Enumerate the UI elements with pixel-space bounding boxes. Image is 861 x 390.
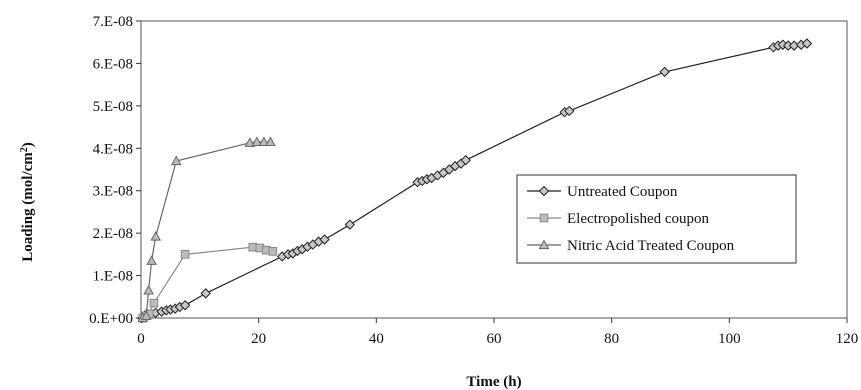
- data-point: [268, 247, 278, 256]
- data-point: [146, 255, 157, 265]
- data-point: [179, 300, 191, 311]
- y-axis-title-tail: ): [20, 142, 36, 147]
- data-point: [344, 219, 356, 230]
- x-tick-label: 20: [251, 331, 266, 347]
- y-axis: 0.E+00 1.E-08 2.E-08 3.E-08 4.E-08 5.E-08 6.E-…: [89, 14, 141, 327]
- legend-marker: [538, 185, 550, 197]
- legend-box: [516, 174, 797, 264]
- data-point: [265, 136, 276, 147]
- data-point: [180, 250, 190, 259]
- data-point: [200, 288, 211, 299]
- data-point: [140, 310, 152, 320]
- data-point: [460, 154, 471, 166]
- data-point: [149, 298, 159, 308]
- legend-label: Nitric Acid Treated Coupon: [567, 238, 735, 254]
- legend-label: Untreated Coupon: [567, 184, 678, 200]
- x-tick-label: 60: [487, 331, 502, 347]
- x-tick-label: 0: [137, 331, 145, 347]
- y-tick-label: 2.E-08: [93, 226, 133, 242]
- data-point: [564, 105, 575, 117]
- data-point: [801, 38, 813, 49]
- legend-marker: [539, 213, 549, 223]
- y-tick-label: 6.E-08: [93, 56, 133, 72]
- y-tick-label: 4.E-08: [93, 141, 133, 157]
- series-layer: [136, 38, 813, 324]
- x-axis-title: Time (h): [466, 374, 521, 390]
- series-3: [137, 136, 276, 323]
- y-tick-label: 5.E-08: [93, 99, 133, 115]
- data-point: [319, 234, 330, 245]
- data-point: [248, 242, 258, 252]
- data-point: [251, 136, 263, 147]
- y-axis-title-text: Loading (mol/cm: [20, 152, 36, 262]
- data-point: [659, 66, 670, 78]
- y-axis-title: Loading (mol/cm2): [19, 142, 37, 262]
- y-tick-label: 1.E-08: [93, 269, 133, 285]
- data-point: [143, 284, 154, 295]
- data-point: [150, 231, 162, 241]
- y-tick-label: 7.E-08: [93, 14, 133, 30]
- series-line: [142, 141, 271, 319]
- data-point: [244, 137, 256, 147]
- x-tick-label: 40: [369, 331, 384, 347]
- legend-entry: Nitric Acid Treated Coupon: [527, 238, 735, 254]
- legend-entry: Untreated Coupon: [527, 184, 678, 200]
- legend-marker: [538, 239, 550, 250]
- data-point: [170, 155, 182, 166]
- y-tick-label: 3.E-08: [93, 184, 133, 200]
- x-axis: 0 20 40 60 80 100 120: [137, 318, 858, 347]
- legend: Untreated Coupon Electropolished coupon Ni…: [516, 174, 797, 264]
- x-tick-label: 120: [836, 331, 859, 347]
- x-tick-label: 80: [604, 331, 619, 347]
- y-tick-label: 0.E+00: [89, 311, 133, 327]
- data-point: [258, 136, 270, 147]
- legend-entry: Electropolished coupon: [527, 211, 710, 227]
- y-axis-title-sup: 2: [19, 147, 30, 152]
- legend-label: Electropolished coupon: [567, 211, 710, 227]
- x-tick-label: 100: [718, 331, 741, 347]
